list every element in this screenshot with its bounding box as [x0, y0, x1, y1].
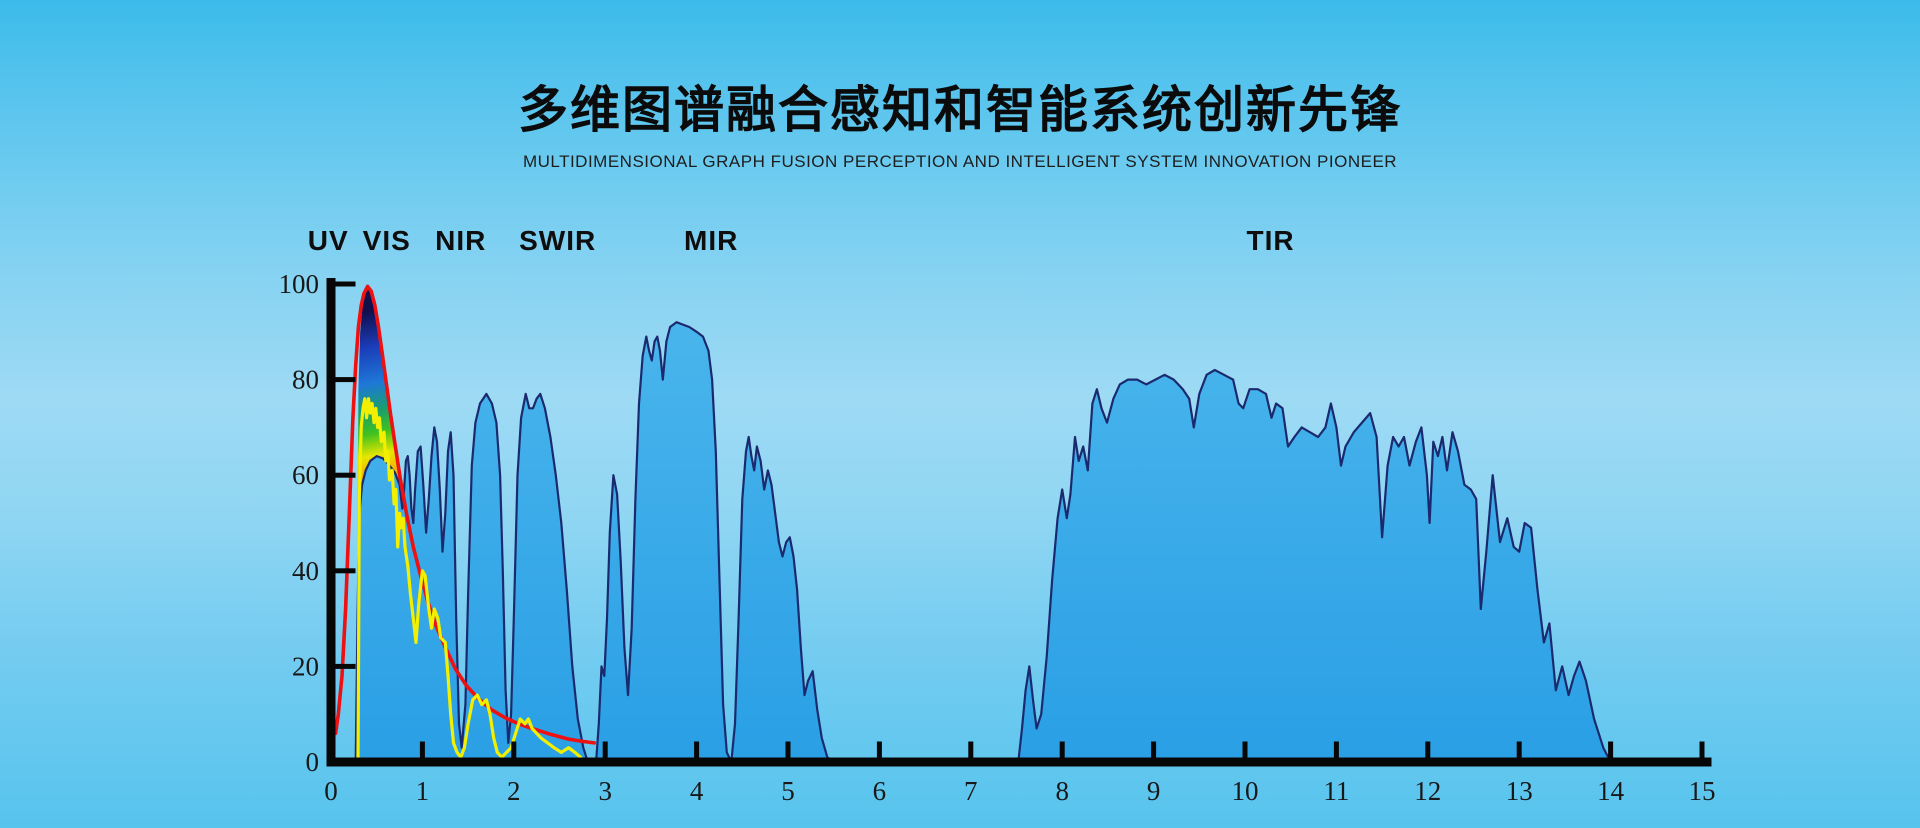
x-tick-label: 5 [781, 776, 795, 806]
blackbody-envelope-curve [333, 284, 596, 745]
x-tick-label: 12 [1414, 776, 1441, 806]
x-tick [1516, 741, 1522, 758]
y-tick-label: 20 [292, 651, 319, 681]
band-label-swir: SWIR [519, 225, 596, 256]
x-tick-label: 13 [1506, 776, 1533, 806]
y-tick-label: 0 [306, 747, 320, 777]
x-tick [1242, 741, 1248, 758]
x-tick [1608, 741, 1614, 758]
x-tick [785, 741, 791, 758]
y-tick-label: 40 [292, 556, 319, 586]
band-label-mir: MIR [684, 225, 738, 256]
y-tick-label: 100 [279, 269, 320, 299]
x-tick [511, 741, 517, 758]
page-title: 多维图谱融合感知和智能系统创新先锋 [518, 82, 1402, 138]
x-tick [1151, 741, 1157, 758]
x-tick-label: 9 [1147, 776, 1161, 806]
band-label-tir: TIR [1247, 225, 1295, 256]
y-tick [335, 281, 356, 287]
x-tick [694, 741, 700, 758]
x-tick [968, 741, 974, 758]
page-subtitle: MULTIDIMENSIONAL GRAPH FUSION PERCEPTION… [522, 152, 1398, 171]
solar-peak-rainbow-area [357, 286, 414, 676]
y-tick-label: 60 [292, 460, 319, 490]
x-axis-line [326, 757, 1712, 767]
x-tick [1699, 741, 1705, 758]
x-tick-label: 1 [416, 776, 430, 806]
solar-ground-curve [356, 397, 583, 759]
y-tick [335, 663, 356, 669]
x-tick-label: 11 [1323, 776, 1349, 806]
x-tick [1333, 741, 1339, 758]
x-tick-label: 4 [690, 776, 704, 806]
x-tick [602, 741, 608, 758]
x-tick-label: 10 [1232, 776, 1259, 806]
y-tick [335, 377, 356, 383]
x-tick-label: 7 [964, 776, 978, 806]
band-label-uv: UV [308, 225, 349, 256]
x-tick-label: 6 [873, 776, 887, 806]
x-tick-label: 15 [1689, 776, 1716, 806]
y-tick [335, 568, 356, 574]
x-tick-label: 14 [1597, 776, 1625, 806]
band-label-nir: NIR [435, 225, 486, 256]
x-tick [1059, 741, 1065, 758]
x-tick-label: 2 [507, 776, 521, 806]
band-label-vis: VIS [363, 225, 411, 256]
y-axis-line [326, 278, 336, 767]
transmission-windows-area [354, 321, 1612, 764]
x-tick-label: 8 [1055, 776, 1069, 806]
x-tick [876, 741, 882, 758]
x-tick [1425, 741, 1431, 758]
x-tick-label: 3 [598, 776, 612, 806]
y-tick [335, 472, 356, 478]
x-tick-label: 0 [324, 776, 338, 806]
y-tick-label: 80 [292, 365, 319, 395]
x-tick [419, 741, 425, 758]
